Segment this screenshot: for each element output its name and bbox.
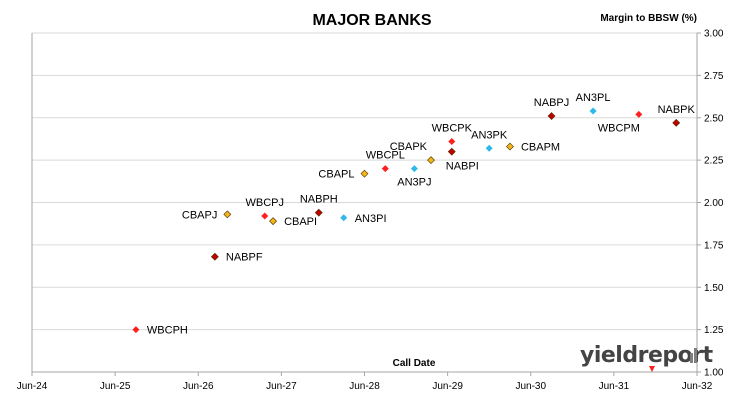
logo-text: yieldreport xyxy=(580,343,714,368)
point-label-nabpj: NABPJ xyxy=(534,97,569,109)
point-nabph xyxy=(314,208,323,217)
y-axis-label: Margin to BBSW (%) xyxy=(600,13,697,24)
point-an3pl xyxy=(589,107,597,115)
x-tick-label: Jun-32 xyxy=(682,381,713,392)
x-tick-label: Jun-28 xyxy=(349,381,380,392)
point-label-wbcpk: WBCPK xyxy=(432,122,473,134)
point-wbcph xyxy=(132,326,140,334)
point-label-an3pj: AN3PJ xyxy=(397,177,431,189)
point-an3pi xyxy=(340,214,348,222)
logo: yieldreport xyxy=(580,343,714,372)
x-axis-label: Call Date xyxy=(393,358,436,369)
y-tick-label: 1.50 xyxy=(704,283,724,294)
point-label-wbcph: WBCPH xyxy=(147,325,188,337)
y-tick-label: 2.75 xyxy=(704,71,724,82)
point-label-nabpf: NABPF xyxy=(226,252,263,264)
point-label-cbapl: CBAPL xyxy=(318,169,354,181)
point-label-an3pi: AN3PI xyxy=(355,213,387,225)
point-an3pj xyxy=(410,165,418,173)
y-tick-label: 2.50 xyxy=(704,113,724,124)
point-label-nabpk: NABPK xyxy=(658,104,696,116)
axes xyxy=(31,32,701,376)
x-tick-label: Jun-27 xyxy=(266,381,297,392)
x-tick-label: Jun-31 xyxy=(599,381,630,392)
point-label-cbapm: CBAPM xyxy=(521,142,560,154)
x-tick-label: Jun-30 xyxy=(515,381,546,392)
x-tick-label: Jun-25 xyxy=(100,381,131,392)
point-wbcpm xyxy=(635,110,643,118)
point-label-nabph: NABPH xyxy=(300,194,338,206)
y-tick-label: 2.25 xyxy=(704,156,724,167)
data-points xyxy=(132,107,681,334)
point-cbapm xyxy=(506,142,514,151)
point-wbcpl xyxy=(381,165,389,173)
x-tick-label: Jun-26 xyxy=(183,381,214,392)
bar-chart-icon xyxy=(690,348,697,363)
y-tick-labels: 1.00 1.25 1.50 1.75 2.00 2.25 2.50 2.75 3.00 xyxy=(704,29,724,379)
arrow-down-icon xyxy=(649,366,655,372)
point-cbapi xyxy=(269,217,277,226)
point-label-an3pl: AN3PL xyxy=(576,92,611,104)
point-labels: WBCPH NABPF CBAPJ WBCPJ CBAPI NABPH AN3PI CBAPL… xyxy=(147,92,696,337)
point-label-an3pk: AN3PK xyxy=(471,129,508,141)
x-tick-label: Jun-29 xyxy=(432,381,463,392)
chart-title: MAJOR BANKS xyxy=(312,12,431,29)
point-nabpk xyxy=(672,118,681,127)
y-tick-label: 1.25 xyxy=(704,325,724,336)
y-tick-label: 1.75 xyxy=(704,240,724,251)
point-nabpf xyxy=(210,252,219,261)
y-tick-label: 3.00 xyxy=(704,29,724,40)
point-label-cbapk: CBAPK xyxy=(390,141,428,153)
point-label-wbcpj: WBCPJ xyxy=(246,197,285,209)
point-nabpj xyxy=(547,112,556,120)
point-wbcpk xyxy=(448,137,456,145)
point-an3pk xyxy=(485,144,493,152)
point-label-nabpi: NABPI xyxy=(446,161,479,173)
point-wbcpj xyxy=(261,212,269,220)
x-tick-labels: Jun-24 Jun-25 Jun-26 Jun-27 Jun-28 Jun-29 Jun-… xyxy=(17,381,713,392)
point-cbapl xyxy=(360,169,369,178)
point-label-wbcpm: WBCPM xyxy=(598,122,640,134)
x-tick-label: Jun-24 xyxy=(17,381,48,392)
point-nabpi xyxy=(447,147,456,156)
grid-lines xyxy=(32,32,697,331)
point-cbapj xyxy=(223,210,232,219)
y-tick-label: 2.00 xyxy=(704,198,724,209)
point-label-cbapj: CBAPJ xyxy=(182,209,217,221)
point-label-cbapi: CBAPI xyxy=(284,216,317,228)
point-cbapk xyxy=(427,156,435,165)
y-tick-label: 1.00 xyxy=(704,368,724,379)
point-label-wbcpl: WBCPL xyxy=(366,150,405,162)
